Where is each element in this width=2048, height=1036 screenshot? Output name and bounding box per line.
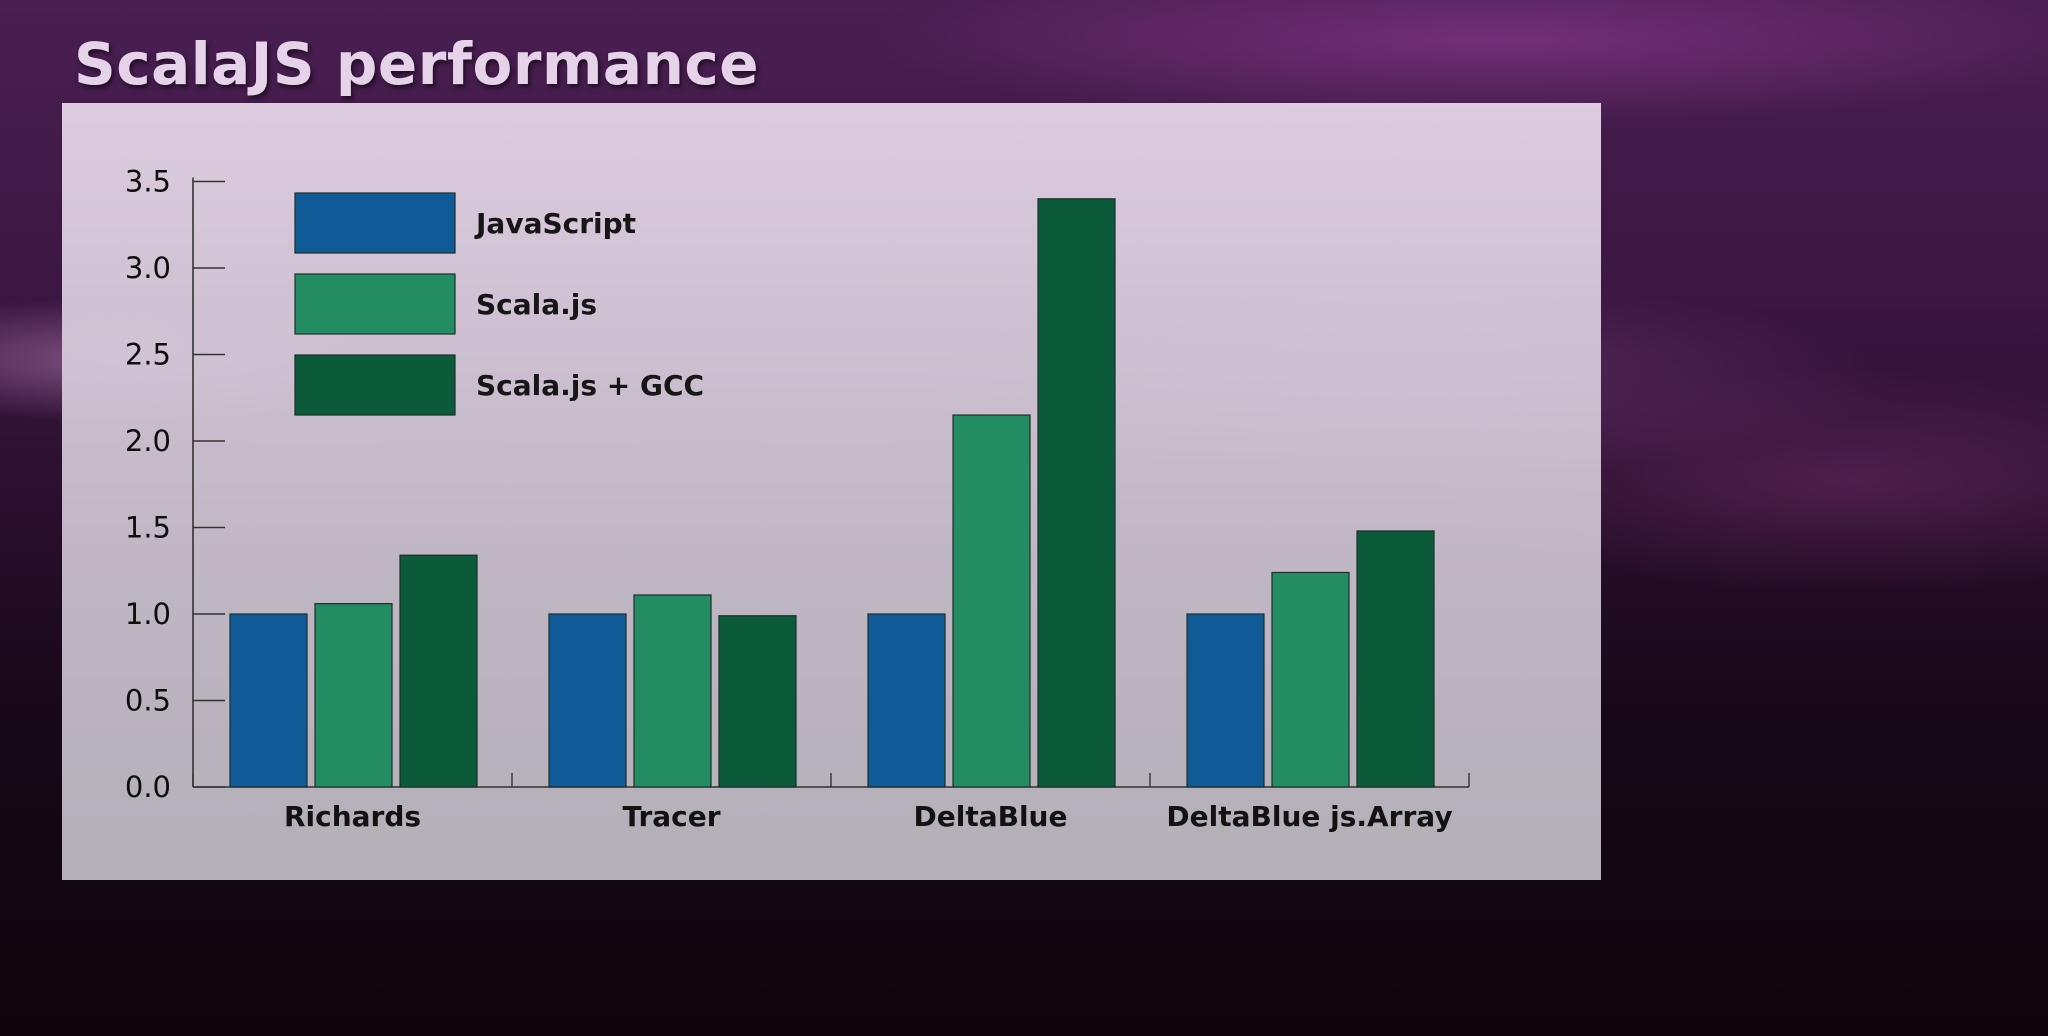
x-category-label: DeltaBlue js.Array (1166, 800, 1452, 833)
bar-deltablue-js-array-scala-js-gcc (1356, 530, 1435, 788)
bar-tracer-scala-js (633, 594, 712, 788)
y-tick-label: 3.5 (125, 165, 171, 199)
chart-panel: 0.0 0.5 1.0 1.5 2.0 2.5 3.0 3.5 Richards Tracer De… (62, 103, 1601, 880)
axes: 0.0 0.5 1.0 1.5 2.0 2.5 3.0 3.5 Richards Tracer De… (125, 165, 1470, 833)
legend-swatch (294, 354, 456, 416)
y-tick-label: 2.0 (125, 424, 171, 458)
legend-swatch (294, 192, 456, 254)
bar-deltablue-scala-js-gcc (1037, 198, 1116, 788)
bar-deltablue-js-array-javascript (1186, 613, 1265, 788)
bar-deltablue-scala-js (952, 414, 1031, 788)
y-tick-label: 2.5 (125, 338, 171, 372)
legend-swatch (294, 273, 456, 335)
y-tick-label: 3.0 (125, 251, 171, 285)
bar-deltablue-js-array-scala-js (1271, 571, 1350, 788)
legend-label: JavaScript (474, 207, 636, 240)
y-tick-label: 0.5 (125, 684, 171, 718)
legend-label: Scala.js + GCC (476, 369, 704, 402)
legend-label: Scala.js (476, 288, 597, 321)
x-category-label: DeltaBlue (914, 800, 1068, 833)
bar-richards-scala-js (314, 603, 393, 788)
x-category-label: Tracer (622, 800, 720, 833)
bar-tracer-scala-js-gcc (718, 615, 797, 788)
x-category-label: Richards (284, 800, 421, 833)
slide-title: ScalaJS performance (74, 30, 760, 98)
y-tick-label: 1.5 (125, 511, 171, 545)
bars (229, 198, 1435, 788)
bar-richards-javascript (229, 613, 308, 788)
bar-tracer-javascript (548, 613, 627, 788)
bar-deltablue-javascript (867, 613, 946, 788)
legend: JavaScript Scala.js Scala.js + GCC (294, 192, 704, 416)
bar-richards-scala-js-gcc (399, 554, 478, 788)
y-tick-label: 1.0 (125, 597, 171, 631)
y-tick-label: 0.0 (125, 770, 171, 804)
bar-chart: 0.0 0.5 1.0 1.5 2.0 2.5 3.0 3.5 Richards Tracer De… (125, 165, 1470, 833)
